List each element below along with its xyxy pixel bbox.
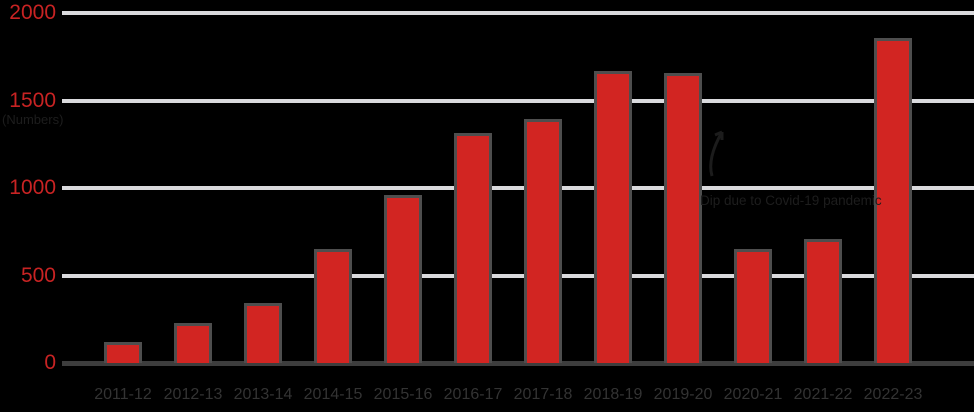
x-tick-label: 2022-23 — [863, 386, 923, 403]
bar — [454, 133, 492, 363]
y-gridline — [62, 98, 974, 103]
y-tick-label: 0 — [44, 351, 56, 374]
bar — [594, 71, 632, 363]
bar — [384, 195, 422, 363]
bar — [664, 73, 702, 363]
y-gridline — [62, 186, 974, 190]
x-tick-label: 2015-16 — [373, 386, 433, 403]
x-tick-label: 2012-13 — [163, 386, 223, 403]
axis-unit-label: (Numbers) — [2, 112, 64, 127]
y-tick-label: 500 — [20, 263, 56, 287]
x-tick-label: 2020-21 — [723, 386, 783, 403]
x-tick-label: 2014-15 — [303, 386, 363, 403]
x-tick-label: 2011-12 — [94, 386, 152, 403]
x-axis-line — [62, 361, 974, 366]
y-gridline — [62, 11, 974, 15]
annotation-text: Dip due to Covid-19 pandemic — [700, 193, 882, 208]
bar — [104, 342, 142, 363]
bar — [524, 119, 562, 363]
x-tick-label: 2017-18 — [513, 386, 573, 403]
x-tick-label: 2013-14 — [233, 386, 293, 403]
bar — [804, 239, 842, 363]
x-tick-label: 2021-22 — [793, 386, 853, 403]
y-tick-label: 1000 — [9, 176, 56, 199]
y-tick-label: 1500 — [9, 88, 56, 112]
x-tick-label: 2019-20 — [653, 386, 713, 403]
x-tick-label: 2016-17 — [443, 386, 503, 403]
bar — [314, 249, 352, 363]
x-tick-label: 2018-19 — [583, 386, 643, 403]
bar — [734, 249, 772, 363]
annotation-arrow — [709, 130, 724, 177]
bar — [874, 38, 912, 363]
bar — [244, 303, 282, 363]
bar — [174, 323, 212, 363]
y-gridline — [62, 273, 974, 278]
y-tick-label: 2000 — [9, 1, 56, 24]
